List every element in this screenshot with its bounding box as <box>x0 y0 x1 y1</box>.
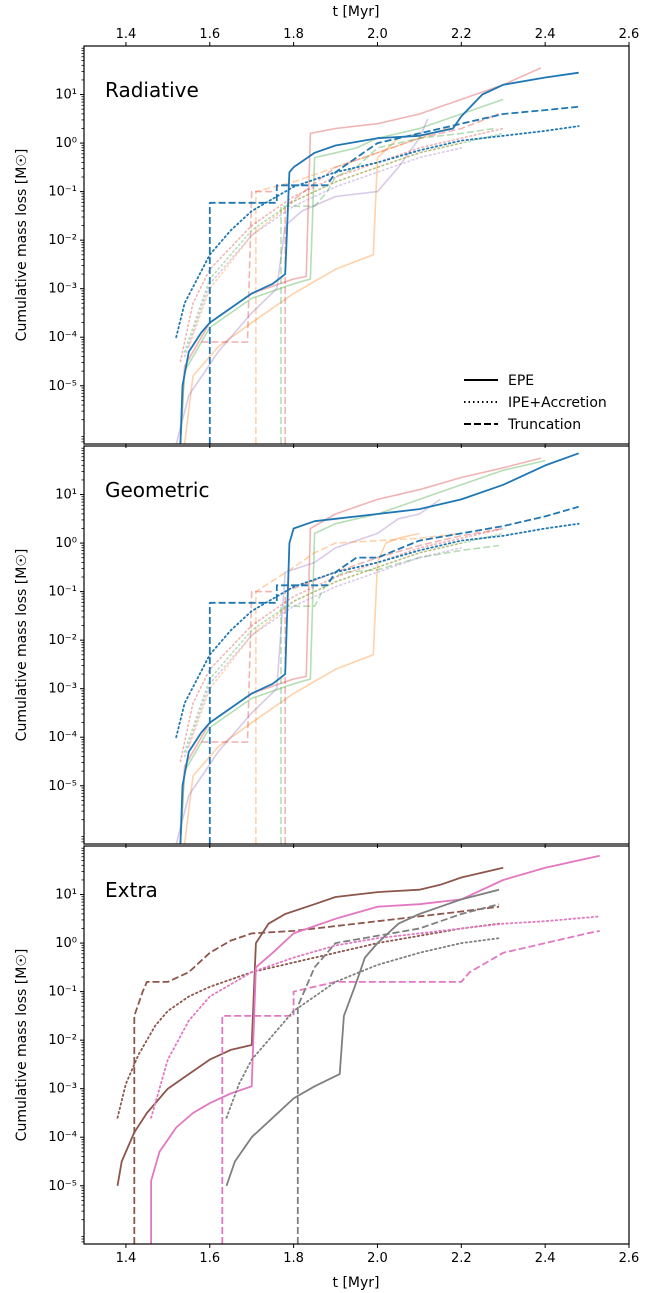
series-line-blue-dotted <box>175 522 580 739</box>
x-tick-label-top: 2.0 <box>367 27 388 42</box>
x-tick-label-top: 2.4 <box>535 27 556 42</box>
series-line-orange-dotted <box>188 142 463 348</box>
y-tick-label: 10⁻² <box>48 633 77 648</box>
series-line-green-solid <box>179 459 546 844</box>
series-line-gray-solid <box>225 888 500 1187</box>
series-line-blue-solid <box>179 71 579 444</box>
x-tick-label: 1.4 <box>116 1251 137 1266</box>
panels: 1.4 1.6 1.8 2.0 2.2 2.4 2.610⁻⁵10⁻⁴10⁻³10⁻²10⁻… <box>14 27 639 1266</box>
series-line-orange-dotted <box>188 542 463 748</box>
x-tick-label: 2.2 <box>451 1251 472 1266</box>
x-tick-label: 2.4 <box>535 1251 556 1266</box>
y-tick-label: 10⁻³ <box>48 1082 77 1097</box>
series-group <box>175 452 580 844</box>
series-group <box>175 67 580 444</box>
top-x-axis-label: t [Myr] <box>333 4 380 20</box>
y-axis-label: Cumulative mass loss [M☉] <box>14 949 30 1142</box>
x-tick-label-top: 2.2 <box>451 27 472 42</box>
series-line-blue-solid <box>179 452 580 844</box>
plot-frame <box>83 445 630 845</box>
series-line-orange-solid <box>183 532 420 844</box>
x-tick-label-top: 2.6 <box>619 27 640 42</box>
y-tick-label: 10⁻³ <box>48 682 77 697</box>
legend: EPE IPE+Accretion Truncation <box>464 373 607 433</box>
panel-geometric: 10⁻⁵ 10⁻⁴ 10⁻³ 10⁻² 10⁻¹ 10⁰ 10¹ Cumulative mas… <box>14 445 630 848</box>
x-tick-label-top: 1.6 <box>199 27 220 42</box>
legend-label: EPE <box>508 373 534 389</box>
series-line-red-dotted <box>179 527 504 763</box>
y-tick-label: 10⁻³ <box>48 282 77 297</box>
y-tick-label: 10⁻⁴ <box>48 730 77 745</box>
series-line-purple-solid <box>175 118 429 444</box>
y-tick-label: 10¹ <box>55 888 77 903</box>
series-line-orange-solid <box>183 132 420 444</box>
series-line-blue-dashed <box>208 505 579 844</box>
series-line-gray-dotted <box>225 937 500 1119</box>
y-tick-label: 10⁻⁴ <box>48 1130 77 1145</box>
series-line-orange-dashed <box>255 532 462 844</box>
y-tick-label: 10⁻² <box>48 1033 77 1048</box>
series-line-green-dashed <box>280 127 495 444</box>
panel-title: Radiative <box>105 78 199 102</box>
series-line-gray-dashed <box>296 903 500 1244</box>
series-line-green-dashed <box>280 544 500 844</box>
series-line-red-dashed <box>284 527 504 844</box>
y-tick-label: 10⁻⁵ <box>48 379 77 394</box>
panel-radiative: 1.4 1.6 1.8 2.0 2.2 2.4 2.6 10⁻⁵ 10⁻⁴ 10⁻³ 10⁻² 10⁻… <box>14 27 639 448</box>
series-line-red-dotted <box>179 127 504 363</box>
plot-frame <box>83 845 630 1245</box>
y-tick-label: 10⁻⁵ <box>48 779 77 794</box>
series-line-purple-dotted <box>183 547 463 758</box>
legend-label: IPE+Accretion <box>508 395 607 411</box>
y-tick-label: 10⁻⁵ <box>48 1179 77 1194</box>
series-line-blue-dotted <box>175 125 580 339</box>
y-axis-label: Cumulative mass loss [M☉] <box>14 149 30 342</box>
x-tick-label-top: 1.4 <box>116 27 137 42</box>
panel-title: Extra <box>105 878 158 902</box>
y-tick-label: 10⁻¹ <box>48 185 77 200</box>
series-line-pink-dotted <box>150 915 601 1119</box>
y-axis-label: Cumulative mass loss [M☉] <box>14 549 30 742</box>
x-tick-label: 1.8 <box>283 1251 304 1266</box>
y-tick-label: 10¹ <box>55 488 77 503</box>
x-tick-label: 1.6 <box>199 1251 220 1266</box>
series-line-green-dotted <box>183 532 504 753</box>
bottom-x-axis-label: t [Myr] <box>333 1275 380 1291</box>
y-tick-label: 10⁰ <box>55 936 77 951</box>
series-line-pink-solid <box>150 854 600 1244</box>
series-line-green-dotted <box>183 132 504 353</box>
series-line-brown-dotted <box>116 922 500 1119</box>
series-line-purple-dotted <box>183 147 463 358</box>
series-line-pink-dashed <box>221 930 600 1244</box>
panel-title: Geometric <box>105 478 209 502</box>
plot-frame <box>83 45 630 445</box>
legend-label: Truncation <box>507 417 581 433</box>
series-line-purple-solid <box>175 498 441 844</box>
series-line-brown-dashed <box>133 905 500 1244</box>
panel-extra: 1.4 1.6 1.8 2.0 2.2 2.4 2.6 10⁻⁵ 10⁻⁴ 10⁻³ 10⁻² 10⁻… <box>14 845 640 1266</box>
y-tick-label: 10⁻¹ <box>48 985 77 1000</box>
series-line-red-dashed <box>201 590 273 743</box>
x-tick-label: 2.6 <box>619 1251 640 1266</box>
series-group <box>116 854 601 1244</box>
y-tick-label: 10⁻² <box>48 233 77 248</box>
y-tick-label: 10⁻¹ <box>48 585 77 600</box>
series-line-red-dashed <box>284 113 500 444</box>
series-line-blue-dashed <box>208 105 579 444</box>
y-tick-label: 10⁰ <box>55 136 77 151</box>
x-tick-label: 2.0 <box>367 1251 388 1266</box>
x-tick-label-top: 1.8 <box>283 27 304 42</box>
y-tick-label: 10¹ <box>55 88 77 103</box>
series-line-green-solid <box>179 98 504 444</box>
series-line-brown-solid <box>116 866 504 1186</box>
y-tick-label: 10⁰ <box>55 536 77 551</box>
series-line-red-dashed <box>201 190 273 343</box>
y-tick-label: 10⁻⁴ <box>48 330 77 345</box>
